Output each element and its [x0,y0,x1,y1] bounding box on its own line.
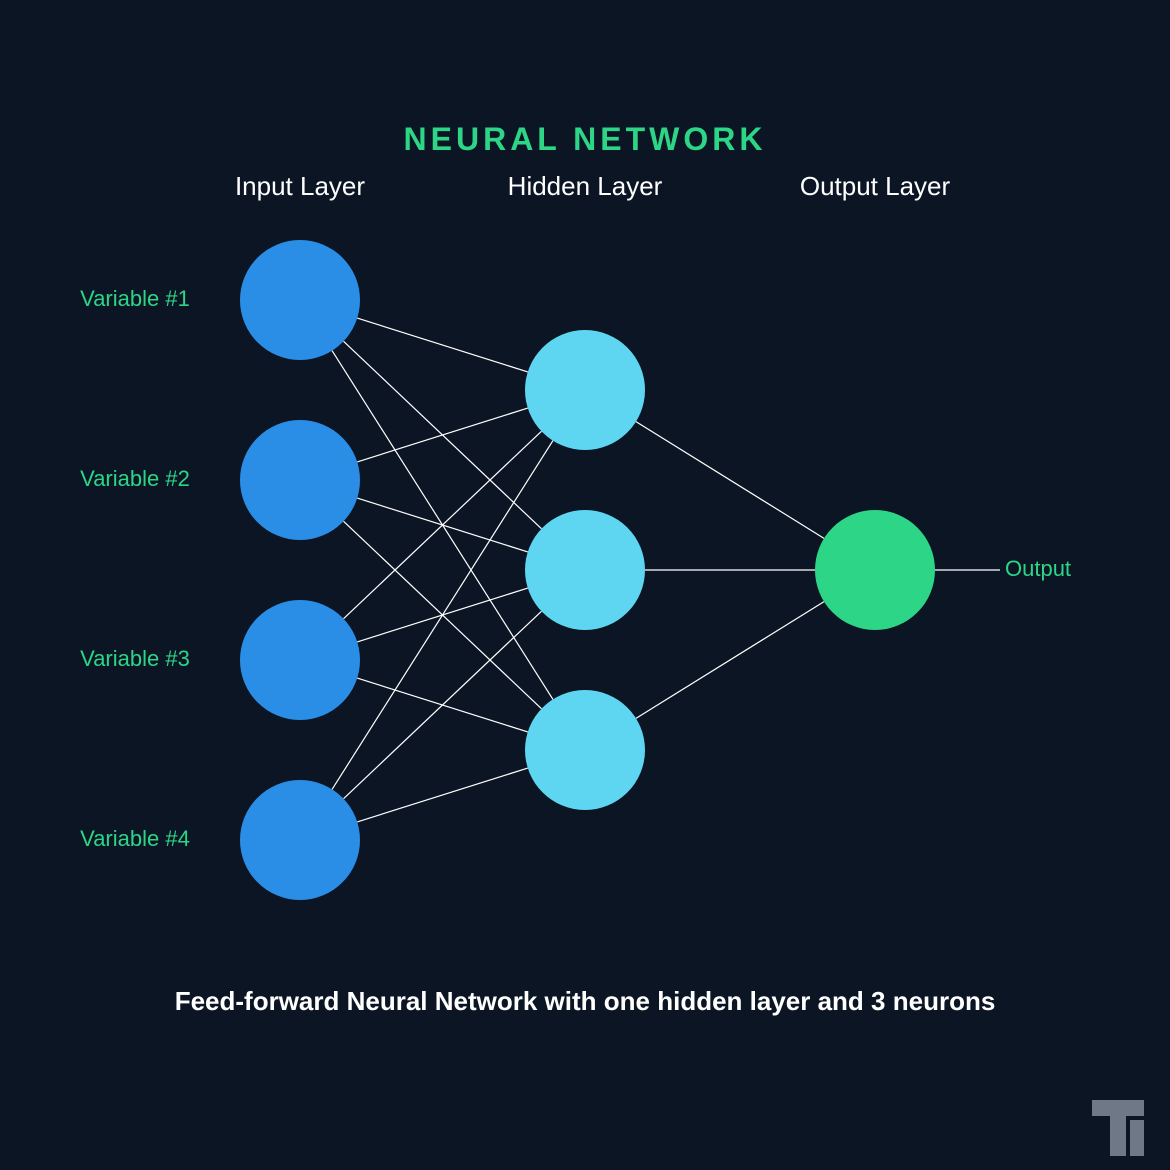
input-node [240,420,360,540]
output-layer-label: Output Layer [800,171,951,201]
hidden-node [525,510,645,630]
hidden-layer-label: Hidden Layer [508,171,663,201]
variable-label: Variable #2 [80,466,190,491]
edge [636,422,824,539]
input-node [240,780,360,900]
hidden-node [525,690,645,810]
diagram-title: NEURAL NETWORK [404,121,767,157]
variable-labels-group: Variable #1 Variable #2 Variable #3 Variabl… [80,286,190,851]
edge [357,318,528,372]
edge [357,768,528,822]
edge [332,441,553,790]
hidden-node [525,330,645,450]
variable-label: Variable #1 [80,286,190,311]
nodes-group [240,240,935,900]
output-node [815,510,935,630]
variable-label: Variable #4 [80,826,190,851]
output-label: Output [1005,556,1071,581]
input-node [240,240,360,360]
logo-icon [1092,1100,1144,1156]
input-node [240,600,360,720]
edge [344,611,542,798]
diagram-caption: Feed-forward Neural Network with one hid… [175,986,996,1016]
edge [357,408,528,462]
edge [344,431,542,618]
variable-label: Variable #3 [80,646,190,671]
input-layer-label: Input Layer [235,171,365,201]
neural-network-diagram: NEURAL NETWORK Input Layer Hidden Layer … [0,0,1170,1170]
edge [636,602,824,719]
